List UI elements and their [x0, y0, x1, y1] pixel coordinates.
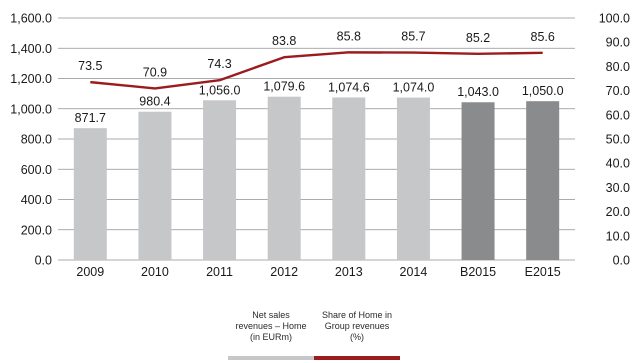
y-right-tick-label: 100.0 — [599, 12, 630, 26]
share-line — [90, 51, 543, 90]
y-right-tick-label: 10.0 — [606, 229, 630, 243]
x-tick-label: 2012 — [270, 265, 298, 279]
x-tick-label: 2013 — [335, 265, 363, 279]
y-left-tick-label: 200.0 — [21, 223, 52, 237]
x-tick-label: 2014 — [400, 265, 428, 279]
y-right-tick-label: 70.0 — [606, 84, 630, 98]
bar-2014 — [396, 97, 430, 261]
legend-label: (%) — [350, 332, 364, 342]
legend-label: (in EURm) — [250, 332, 292, 342]
bar-E2015 — [526, 101, 560, 260]
line-value-label: 85.6 — [531, 30, 555, 44]
legend-label: Net sales — [252, 310, 290, 320]
y-left-tick-label: 1,200.0 — [10, 72, 52, 86]
legend-label: Group revenues — [325, 321, 390, 331]
y-right-tick-label: 0.0 — [613, 254, 630, 268]
x-axis-ticks: 2009 2010 2011 2012 2013 2014 B2015 E2015 — [76, 265, 560, 279]
bar-value-label: 980.4 — [139, 95, 170, 109]
line-value-label: 85.2 — [466, 31, 490, 45]
line-value-label: 85.7 — [401, 30, 425, 44]
bar-B2015 — [461, 102, 495, 260]
legend-swatch — [314, 356, 400, 360]
bar-value-label: 1,056.0 — [199, 83, 241, 97]
line-data-labels: 73.5 70.9 74.3 83.8 85.8 85.7 85.2 85.6 — [78, 29, 555, 79]
y-right-tick-label: 50.0 — [606, 133, 630, 147]
line-value-label: 70.9 — [143, 65, 167, 79]
line-value-label: 73.5 — [78, 59, 102, 73]
left-axis-ticks: 0.0 200.0 400.0 600.0 800.0 1,000.0 1,200.0 1,4… — [10, 12, 52, 268]
y-left-tick-label: 400.0 — [21, 193, 52, 207]
x-tick-label: B2015 — [460, 265, 496, 279]
y-right-tick-label: 90.0 — [606, 36, 630, 50]
y-left-tick-label: 1,000.0 — [10, 102, 52, 116]
bar-series — [73, 96, 560, 261]
y-left-tick-label: 800.0 — [21, 133, 52, 147]
y-right-tick-label: 30.0 — [606, 181, 630, 195]
y-left-tick-label: 1,400.0 — [10, 42, 52, 56]
y-left-tick-label: 0.0 — [35, 254, 52, 268]
right-axis-ticks: 0.0 10.0 20.0 30.0 40.0 50.0 60.0 70.0 80.0 90.0 1… — [599, 12, 630, 268]
line-value-label: 83.8 — [272, 34, 296, 48]
x-tick-label: 2011 — [206, 265, 233, 279]
legend-label: Share of Home in — [322, 310, 392, 320]
bar-value-label: 871.7 — [75, 111, 106, 125]
y-right-tick-label: 20.0 — [606, 205, 630, 219]
y-left-tick-label: 1,600.0 — [10, 12, 52, 26]
bar-2010 — [138, 111, 172, 260]
bar-2009 — [73, 128, 107, 260]
bar-data-labels: 871.7 980.4 1,056.0 1,079.6 1,074.6 1,074.0 1,… — [75, 80, 564, 125]
x-tick-label: E2015 — [525, 265, 561, 279]
legend-label: revenues – Home — [235, 321, 306, 331]
y-left-tick-label: 600.0 — [21, 163, 52, 177]
line-series — [90, 51, 543, 90]
bar-value-label: 1,079.6 — [263, 80, 305, 94]
line-value-label: 85.8 — [337, 29, 361, 43]
x-tick-label: 2009 — [76, 265, 104, 279]
bar-2011 — [203, 100, 237, 260]
y-right-tick-label: 80.0 — [606, 60, 630, 74]
bar-value-label: 1,050.0 — [522, 84, 564, 98]
bar-value-label: 1,043.0 — [457, 85, 499, 99]
bar-2013 — [332, 97, 366, 260]
y-right-tick-label: 60.0 — [606, 108, 630, 122]
legend-swatch — [228, 356, 314, 360]
x-tick-label: 2010 — [141, 265, 169, 279]
y-right-tick-label: 40.0 — [606, 157, 630, 171]
bar-value-label: 1,074.0 — [393, 81, 435, 95]
line-value-label: 74.3 — [207, 57, 231, 71]
bar-2012 — [267, 96, 301, 260]
bar-value-label: 1,074.6 — [328, 80, 370, 94]
